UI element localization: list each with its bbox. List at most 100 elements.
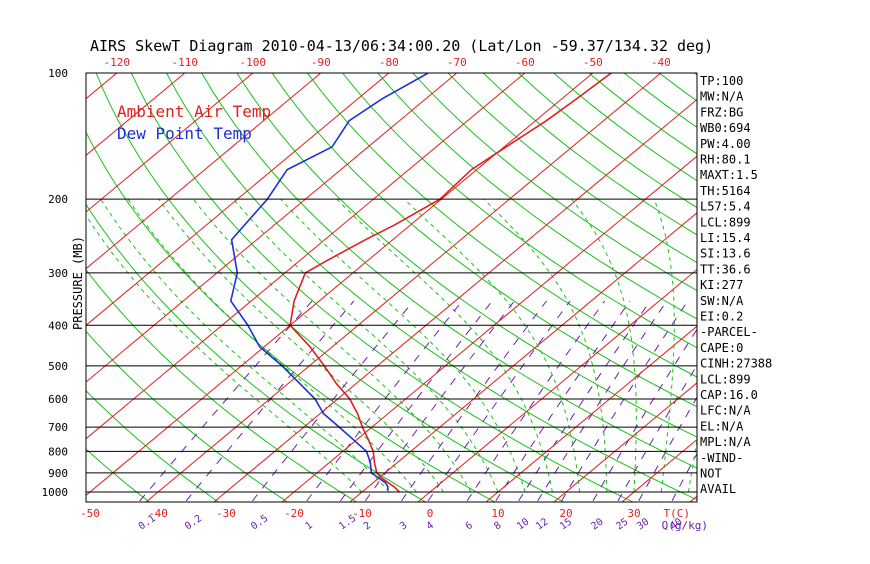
mixing-ratio-line (402, 301, 547, 501)
top-temp-tick-label: -50 (583, 56, 603, 69)
dry-adiabat (55, 54, 509, 510)
isotherm (0, 54, 344, 510)
index-label: AVAIL (700, 482, 736, 496)
index-label: TP:100 (700, 74, 743, 88)
legend-entry: Ambient Air Temp (117, 102, 271, 121)
index-label: CAP:16.0 (700, 388, 758, 402)
moist-adiabat (128, 199, 416, 492)
bottom-temp-tick-label: 30 (627, 507, 640, 520)
legend-entry: Dew Point Temp (117, 124, 252, 143)
dry-adiabat (840, 54, 870, 510)
mixing-ratio-tick-label: 10 (515, 517, 531, 533)
index-label: TH:5164 (700, 184, 751, 198)
mixing-ratio-tick-label: 8 (492, 520, 503, 532)
top-temp-tick-label: -80 (379, 56, 399, 69)
mixing-ratio-line (140, 301, 312, 501)
index-label: LCL:899 (700, 215, 751, 229)
index-label: FRZ:BG (700, 105, 743, 119)
index-label: CAPE:0 (700, 341, 743, 355)
dry-adiabat (0, 54, 19, 510)
mixing-ratio-tick-label: 2 (362, 520, 373, 532)
mixing-ratio-tick-label: 4 (425, 520, 436, 532)
dry-adiabat (294, 54, 870, 510)
top-temp-tick-label: -70 (447, 56, 467, 69)
index-label: LCL:899 (700, 372, 751, 386)
moist-adiabat (101, 199, 390, 492)
index-label: RH:80.1 (700, 153, 751, 167)
moist-adiabat (193, 199, 471, 492)
isotherm (477, 54, 870, 510)
dry-adiabat (430, 54, 870, 510)
stability-indices: TP:100MW:N/AFRZ:BGWB0:694PW:4.00RH:80.1M… (700, 74, 772, 496)
mixing-ratio-tick-label: 20 (589, 517, 605, 533)
pressure-tick-label: 600 (48, 393, 68, 406)
moist-adiabat (404, 199, 579, 492)
index-label: SI:13.6 (700, 247, 751, 261)
isotherm (69, 54, 616, 510)
dry-adiabat (0, 54, 299, 510)
isotherm (205, 54, 752, 510)
dry-adiabat (328, 54, 870, 510)
index-label: NOT (700, 467, 722, 481)
pressure-tick-label: 100 (48, 67, 68, 80)
pressure-tick-label: 200 (48, 193, 68, 206)
index-label: WB0:694 (700, 121, 751, 135)
index-label: CINH:27388 (700, 357, 772, 371)
index-label: EL:N/A (700, 419, 744, 433)
dry-adiabat (362, 54, 870, 510)
moist-adiabat (76, 199, 362, 492)
index-label: MPL:N/A (700, 435, 751, 449)
mixing-ratio-line (538, 301, 667, 501)
top-temp-tick-label: -100 (240, 56, 267, 69)
mixing-ratio-tick-label: 3 (398, 520, 409, 532)
index-label: -PARCEL- (700, 325, 758, 339)
isotherm (137, 54, 684, 510)
mixing-ratio-tick-label: 1 (304, 520, 315, 532)
mixing-ratio-tick-label: 6 (464, 520, 475, 532)
dry-adiabat (806, 54, 870, 510)
mixing-ratio-line (562, 301, 688, 501)
index-label: MAXT:1.5 (700, 168, 758, 182)
pressure-tick-label: 400 (48, 319, 68, 332)
isotherm (0, 54, 208, 510)
isotherm (0, 54, 4, 510)
top-temp-tick-label: -40 (651, 56, 671, 69)
mixing-ratio-unit: Q(g/kg) (662, 519, 708, 532)
mixing-ratio-line (341, 301, 493, 501)
dry-adiabat (499, 54, 870, 510)
moist-adiabat (159, 199, 444, 492)
index-label: EI:0.2 (700, 310, 743, 324)
dry-adiabat (225, 54, 857, 510)
pressure-tick-label: 300 (48, 267, 68, 280)
ambient-air-temp-profile (290, 73, 611, 492)
index-label: KI:277 (700, 278, 743, 292)
moist-adiabat (234, 199, 499, 492)
index-label: SW:N/A (700, 294, 744, 308)
index-label: LFC:N/A (700, 404, 751, 418)
pressure-tick-label: 1000 (42, 486, 69, 499)
pressure-tick-label: 700 (48, 421, 68, 434)
isotherm (817, 54, 870, 510)
bottom-temp-tick-label: -20 (284, 507, 304, 520)
index-label: TT:36.6 (700, 262, 751, 276)
index-label: MW:N/A (700, 90, 744, 104)
dry-adiabat (738, 54, 870, 510)
top-temp-tick-label: -90 (311, 56, 331, 69)
index-label: L57:5.4 (700, 200, 751, 214)
pressure-tick-label: 800 (48, 445, 68, 458)
top-temp-tick-label: -120 (104, 56, 131, 69)
moist-adiabat (571, 199, 636, 492)
mixing-ratio-tick-label: 0.2 (183, 513, 204, 532)
index-label: -WIND- (700, 451, 743, 465)
top-temp-tick-label: -110 (172, 56, 199, 69)
pressure-tick-label: 900 (48, 467, 68, 480)
mixing-ratio-tick-label: 0.5 (249, 513, 270, 532)
bottom-temp-tick-label: 0 (427, 507, 434, 520)
bottom-temp-tick-label: 10 (491, 507, 504, 520)
bottom-temp-tick-label: -50 (80, 507, 100, 520)
top-temp-tick-label: -60 (515, 56, 535, 69)
pressure-tick-label: 500 (48, 360, 68, 373)
isotherm (749, 54, 870, 510)
